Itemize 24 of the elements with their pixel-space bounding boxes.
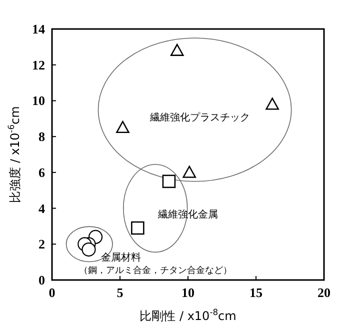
point: [266, 98, 279, 110]
point: [131, 221, 144, 235]
y-tick-label: 0: [38, 272, 45, 288]
series-label: 繊維強化プラスチック: [149, 111, 250, 124]
series-label: 金属材料: [100, 251, 141, 264]
y-tick-label: 4: [38, 200, 46, 216]
y-tick-label: 12: [32, 57, 45, 72]
series-label: 繊維強化金属: [157, 208, 218, 220]
x-tick-label: 15: [250, 285, 263, 300]
y-tick-label: 8: [38, 129, 46, 144]
y-tick-label: 6: [38, 164, 46, 180]
x-tick-label: 10: [182, 285, 194, 300]
y-tick-label: 2: [38, 236, 45, 252]
x-tick-label: 5: [116, 285, 124, 300]
x-tick-label: 20: [318, 285, 330, 300]
point: [116, 120, 130, 134]
point: [182, 166, 196, 178]
x-axis-title: 比剛性 / x10$^{-8}$cm: [140, 307, 236, 323]
point: [162, 174, 176, 188]
annotation: （鋼，アルミ合金，チタン合金など）: [79, 264, 232, 276]
x-tick-label: 0: [48, 285, 56, 300]
y-tick-label: 10: [32, 93, 45, 108]
point: [170, 44, 184, 56]
y-tick-label: 14: [32, 22, 46, 36]
